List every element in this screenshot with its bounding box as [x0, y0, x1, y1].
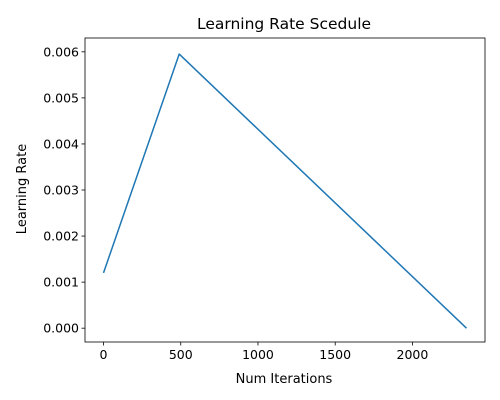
series-lines — [102, 53, 468, 329]
x-tick-label: 2000 — [397, 347, 429, 362]
y-axis-label: Learning Rate — [15, 144, 30, 234]
y-tick-label: 0.002 — [43, 229, 79, 244]
x-tick-label: 0 — [100, 347, 108, 362]
y-axis-ticks: 0.000 0.001 0.002 0.003 0.004 0.005 0.006 — [43, 44, 85, 336]
y-tick-label: 0.000 — [43, 321, 79, 336]
y-tick-label: 0.005 — [43, 90, 79, 105]
plot-frame — [84, 37, 486, 343]
x-tick-label: 1000 — [242, 347, 274, 362]
x-tick-label: 500 — [169, 347, 193, 362]
x-axis-ticks: 0 500 1000 1500 2000 — [100, 342, 429, 362]
series-line — [102, 53, 468, 329]
x-axis-label: Num Iterations — [236, 372, 333, 387]
chart-title: Learning Rate Scedule — [197, 15, 371, 33]
x-tick-label: 1500 — [319, 347, 351, 362]
y-tick-label: 0.003 — [43, 183, 79, 198]
y-tick-label: 0.004 — [43, 136, 79, 151]
y-tick-label: 0.001 — [43, 275, 79, 290]
y-tick-label: 0.006 — [43, 44, 79, 59]
